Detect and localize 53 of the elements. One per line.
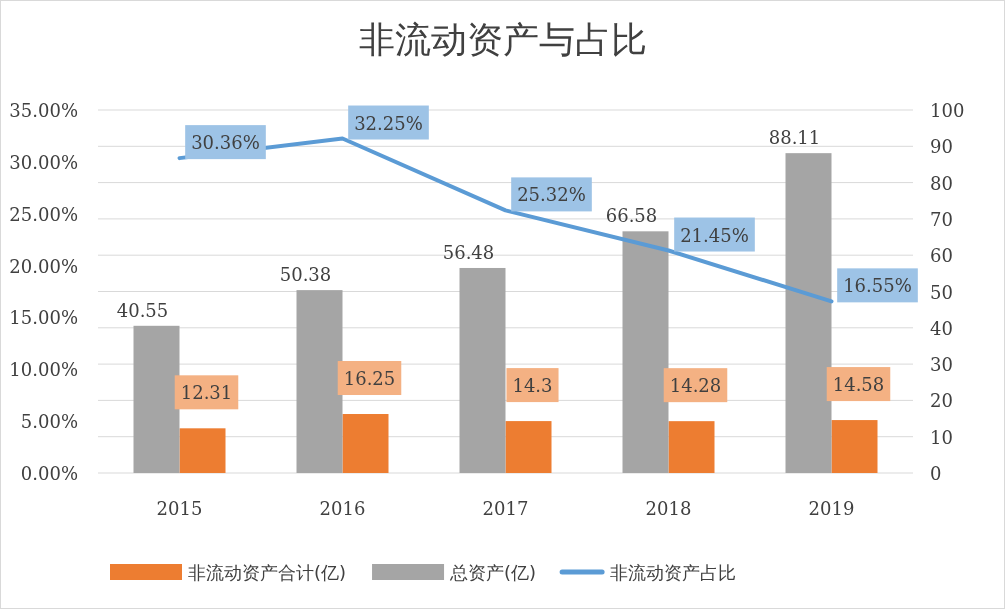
legend-label: 非流动资产占比 (610, 562, 737, 583)
data-label: 12.31 (180, 382, 233, 404)
y2-tick-label: 80 (930, 172, 953, 194)
x-tick-label: 2019 (808, 498, 855, 519)
data-label: 25.32% (517, 184, 586, 206)
data-label: 14.28 (669, 375, 722, 397)
y2-tick-label: 0 (930, 463, 942, 484)
data-label: 66.58 (605, 205, 658, 227)
x-tick-label: 2018 (645, 498, 692, 519)
y2-tick-label: 40 (930, 317, 953, 339)
data-label: 88.11 (768, 127, 821, 149)
legend-label: 总资产(亿) (449, 562, 537, 583)
bar (622, 231, 669, 473)
y-tick-label: 20.00% (9, 255, 78, 277)
y2-tick-label: 60 (930, 245, 953, 267)
y2-tick-label: 30 (930, 354, 953, 376)
bar (785, 153, 832, 473)
y-tick-label: 10.00% (9, 359, 78, 381)
y-tick-label: 0.00% (20, 463, 78, 484)
data-label: 32.25% (354, 112, 423, 134)
data-label: 30.36% (191, 132, 260, 154)
data-label: 14.3 (512, 375, 553, 397)
bar (831, 420, 878, 473)
data-label: 40.55 (116, 299, 169, 321)
y2-tick-label: 70 (930, 208, 953, 230)
data-label: 14.58 (832, 374, 885, 396)
y-tick-label: 30.00% (9, 151, 78, 173)
y2-tick-label: 100 (930, 100, 965, 121)
bar (342, 414, 389, 473)
bar (179, 428, 226, 473)
y2-tick-label: 20 (930, 390, 953, 412)
y2-tick-label: 10 (930, 426, 953, 448)
y-tick-label: 15.00% (9, 307, 78, 329)
bar (505, 421, 552, 473)
y2-tick-label: 50 (930, 281, 953, 303)
data-label: 56.48 (442, 241, 495, 263)
data-label: 16.25 (343, 368, 396, 390)
legend-label: 非流动资产合计(亿) (188, 562, 347, 583)
x-tick-label: 2015 (156, 498, 203, 519)
y2-tick-label: 90 (930, 136, 953, 158)
bar (459, 267, 506, 473)
bar (133, 325, 180, 473)
y-tick-label: 35.00% (9, 100, 78, 121)
chart-title: 非流动资产与占比 (358, 19, 647, 60)
bar (668, 421, 715, 473)
data-label: 50.38 (279, 264, 332, 286)
data-label: 16.55% (843, 275, 912, 297)
bar (296, 290, 343, 473)
y-tick-label: 5.00% (20, 411, 78, 433)
x-tick-label: 2017 (482, 498, 529, 519)
x-tick-label: 2016 (319, 498, 366, 519)
y-tick-label: 25.00% (9, 203, 78, 225)
data-label: 21.45% (680, 224, 749, 246)
